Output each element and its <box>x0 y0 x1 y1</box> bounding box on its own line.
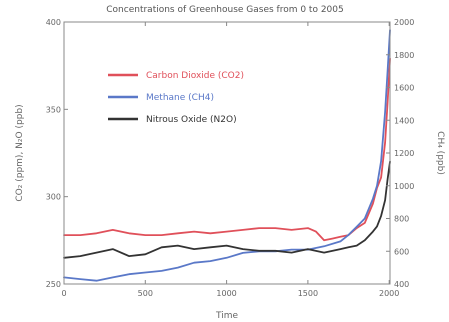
x-tick-label: 1500 <box>298 289 318 298</box>
y-right-tick-label: 800 <box>394 215 409 224</box>
y-right-tick-label: 1800 <box>394 51 414 60</box>
y-right-tick-label: 2000 <box>394 18 414 27</box>
x-tick-label: 2000 <box>379 289 399 298</box>
y-right-axis-title: CH₄ (ppb) <box>435 131 445 175</box>
series-line-1 <box>63 57 391 242</box>
x-tick-label: 0 <box>61 289 66 298</box>
y-right-tick-label: 1000 <box>394 182 414 191</box>
y-right-tick-label: 1600 <box>394 84 414 93</box>
x-tick-label: 500 <box>138 289 153 298</box>
legend-label: Nitrous Oxide (N2O) <box>146 115 237 125</box>
legend-label: Methane (CH4) <box>146 93 214 103</box>
x-axis-title: Time <box>215 311 238 321</box>
legend: Carbon Dioxide (CO2) Methane (CH4) Nitrous… <box>108 71 244 125</box>
y-right-tick-label: 1400 <box>394 116 414 125</box>
y-right-tick-label: 600 <box>394 247 409 256</box>
y-right-tick-label: 1200 <box>394 149 414 158</box>
y-left-axis-title: CO₂ (ppm), N₂O (ppb) <box>15 104 25 201</box>
legend-label: Carbon Dioxide (CO2) <box>146 71 244 81</box>
ticks-layer: 0 500 1000 1500 2000 250 300 350 400 400 600 800 100… <box>46 18 415 298</box>
y-left-tick-label: 350 <box>46 105 61 114</box>
y-right-tick-label: 400 <box>394 280 409 289</box>
y-left-tick-label: 250 <box>46 280 61 289</box>
x-tick-label: 1000 <box>216 289 236 298</box>
series-layer <box>63 29 391 282</box>
y-left-tick-label: 300 <box>46 193 61 202</box>
chart-title: Concentrations of Greenhouse Gases from … <box>106 5 343 15</box>
series-line-3 <box>63 160 391 259</box>
y-left-tick-label: 400 <box>46 18 61 27</box>
